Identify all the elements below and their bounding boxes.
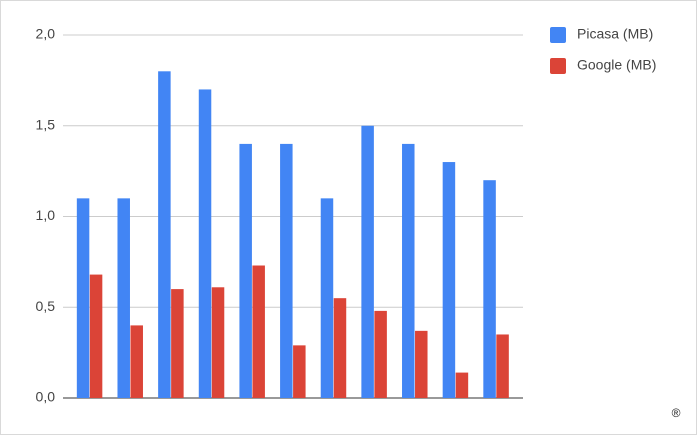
y-tick-label: 0,0: [36, 389, 56, 405]
bar: [361, 125, 374, 398]
bar: [117, 198, 130, 398]
bar: [158, 71, 171, 399]
footer-mark: ®: [672, 406, 681, 420]
bar: [280, 143, 293, 398]
bar: [252, 265, 265, 398]
legend-swatch: [550, 27, 566, 43]
y-tick-label: 1,5: [36, 116, 56, 132]
bar: [442, 162, 456, 398]
legend-label: Picasa (MB): [577, 26, 653, 42]
bar: [402, 143, 415, 398]
bar: [130, 325, 143, 398]
bar: [293, 345, 306, 398]
bar: [171, 289, 184, 398]
y-tick-label: 1,0: [36, 207, 56, 223]
legend-label: Google (MB): [577, 57, 656, 73]
bar: [496, 334, 509, 398]
bar: [76, 198, 90, 398]
bar: [89, 274, 103, 398]
bar: [374, 310, 387, 398]
bar: [198, 89, 212, 398]
bar: [483, 180, 496, 398]
bar: [239, 143, 252, 398]
y-tick-label: 2,0: [36, 26, 56, 42]
bar: [415, 330, 428, 398]
bar: [455, 372, 469, 398]
bar: [211, 287, 225, 398]
y-tick-label: 0,5: [36, 298, 56, 314]
legend-swatch: [550, 58, 566, 74]
bar: [333, 298, 347, 398]
bar: [320, 198, 334, 398]
